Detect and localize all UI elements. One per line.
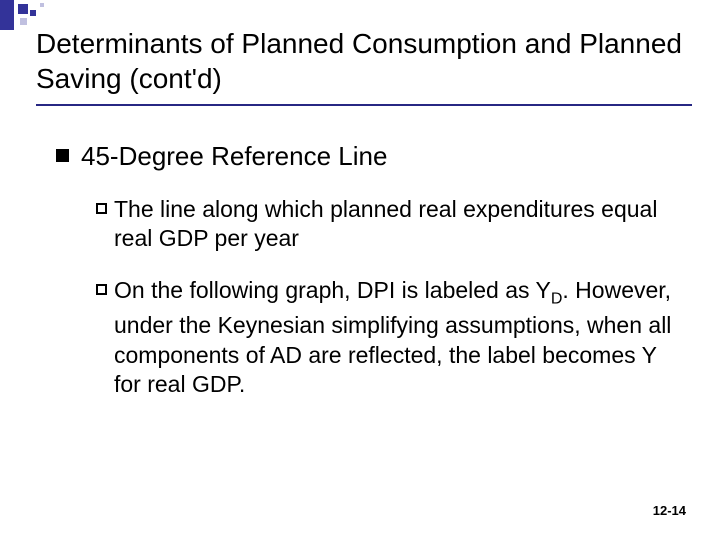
square-outline-bullet-icon bbox=[96, 203, 107, 214]
deco-bar bbox=[0, 0, 14, 30]
deco-square bbox=[30, 10, 36, 16]
bullet-lead: The bbox=[114, 196, 154, 222]
title-underline bbox=[36, 104, 692, 106]
slide-title: Determinants of Planned Consumption and … bbox=[36, 26, 690, 96]
deco-square bbox=[20, 18, 27, 25]
bullet-lead: On bbox=[114, 277, 145, 303]
bullet-text: On the following graph, DPI is labeled a… bbox=[114, 276, 680, 400]
slide-number: 12-14 bbox=[653, 503, 686, 518]
bullet-text: The line along which planned real expend… bbox=[114, 195, 680, 255]
subscript: D bbox=[551, 291, 563, 308]
deco-square bbox=[18, 4, 28, 14]
deco-square bbox=[40, 3, 44, 7]
content-section: 45-Degree Reference Line The line along … bbox=[56, 140, 680, 400]
bullet-rest-before: the following graph, DPI is labeled as Y bbox=[145, 277, 551, 303]
square-outline-bullet-icon bbox=[96, 284, 107, 295]
section-heading: 45-Degree Reference Line bbox=[81, 140, 387, 173]
list-item: On the following graph, DPI is labeled a… bbox=[96, 276, 680, 400]
square-bullet-icon bbox=[56, 149, 69, 162]
section-heading-row: 45-Degree Reference Line bbox=[56, 140, 680, 173]
list-item: The line along which planned real expend… bbox=[96, 195, 680, 255]
bullet-rest: line along which planned real expenditur… bbox=[114, 196, 657, 252]
